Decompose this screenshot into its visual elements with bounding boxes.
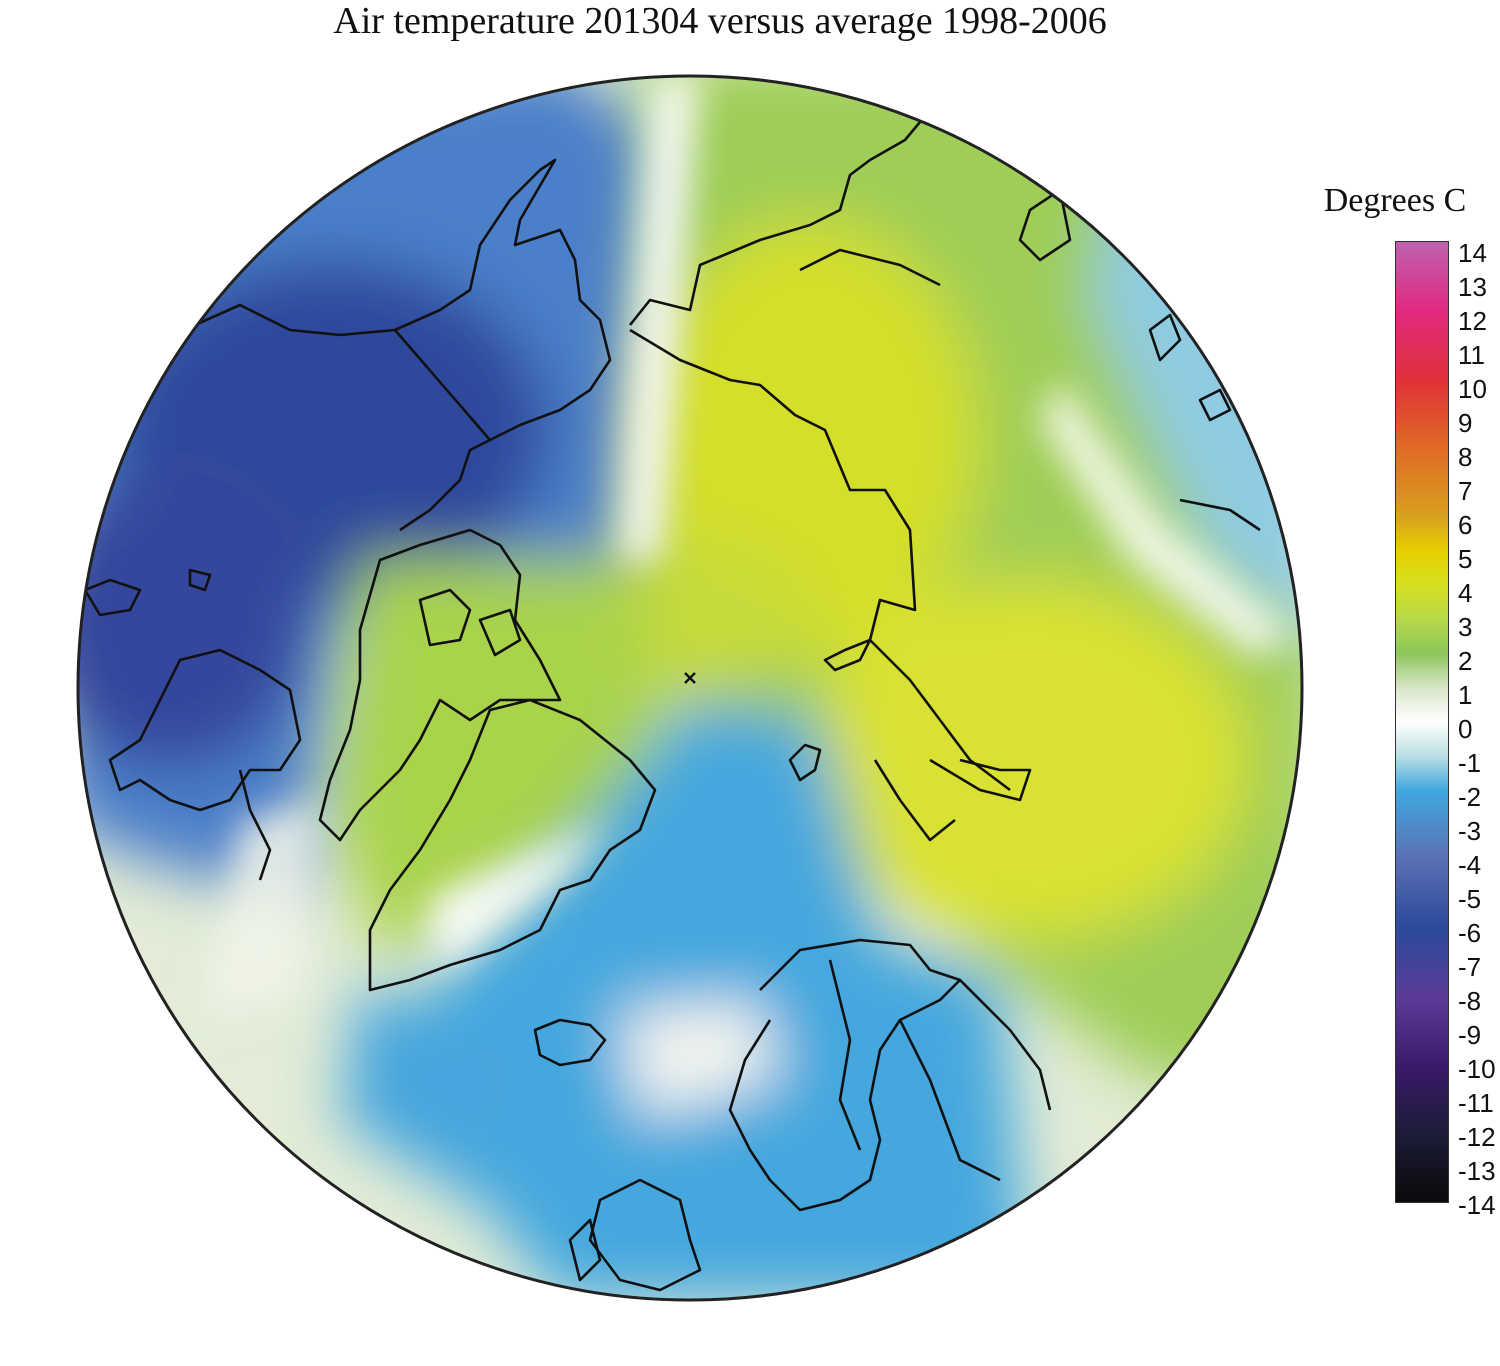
svalbard-coast xyxy=(788,743,822,782)
canadian-archipelago-coast xyxy=(318,528,562,842)
colorbar-tick-label: -12 xyxy=(1458,1122,1496,1152)
colorbar-tick-label: 8 xyxy=(1458,442,1473,472)
colorbar-tick-label: -14 xyxy=(1458,1190,1496,1220)
colorbar-tick-label: 5 xyxy=(1458,544,1473,574)
novaya-zemlya-coast xyxy=(823,638,872,672)
colorbar-tick-label: 6 xyxy=(1458,510,1473,540)
colorbar-tick-label: 10 xyxy=(1458,374,1487,404)
colorbar-tick-label: 2 xyxy=(1458,646,1473,676)
colorbar-tick-label: 7 xyxy=(1458,476,1473,506)
scandinavia-coast xyxy=(728,938,962,1212)
colorbar-tick-label: -7 xyxy=(1458,952,1482,982)
colorbar-tick-label: -13 xyxy=(1458,1156,1496,1186)
colorbar-tick-label: 14 xyxy=(1458,238,1487,268)
colorbar-tick-label: -11 xyxy=(1458,1088,1494,1118)
colorbar-tick-label: 0 xyxy=(1458,714,1473,744)
colorbar-tick-label: 11 xyxy=(1458,340,1485,370)
colorbar-tick-label: -5 xyxy=(1458,884,1482,914)
colorbar-tick-label: -1 xyxy=(1458,748,1482,778)
greenland-coast xyxy=(368,698,657,992)
colorbar-tick-label: -9 xyxy=(1458,1020,1482,1050)
colorbar-tick-label: -8 xyxy=(1458,986,1482,1016)
siberia-coast xyxy=(629,328,1011,792)
iceland-coast xyxy=(533,1018,607,1067)
colorbar-tick-label: -3 xyxy=(1458,816,1482,846)
chukotka-coast xyxy=(628,109,931,326)
colorbar-tick-label: 4 xyxy=(1458,578,1473,608)
colorbar-tick-label: -6 xyxy=(1458,918,1482,948)
chart-title: Air temperature 201304 versus average 19… xyxy=(333,0,1107,42)
temperature-anomaly-field xyxy=(78,76,1302,1300)
colorbar-tick-label: 12 xyxy=(1458,306,1487,336)
legend-title: Degrees C xyxy=(1323,182,1467,219)
colorbar-tick-label: -10 xyxy=(1458,1054,1496,1084)
coastlines xyxy=(83,109,1261,1292)
colorbar xyxy=(1395,241,1449,1203)
x-icon xyxy=(684,672,696,684)
map-boundary xyxy=(76,74,1304,1302)
colorbar-tick-label: 1 xyxy=(1458,680,1473,710)
colorbar-tick-label: 13 xyxy=(1458,272,1487,302)
canada-coast xyxy=(108,648,302,812)
colorbar-tick-label: -2 xyxy=(1458,782,1482,812)
colorbar-tick-label: 3 xyxy=(1458,612,1473,642)
colorbar-tick-label: -4 xyxy=(1458,850,1482,880)
british-isles-coast xyxy=(588,1178,702,1292)
colorbar-tick-label: 9 xyxy=(1458,408,1473,438)
